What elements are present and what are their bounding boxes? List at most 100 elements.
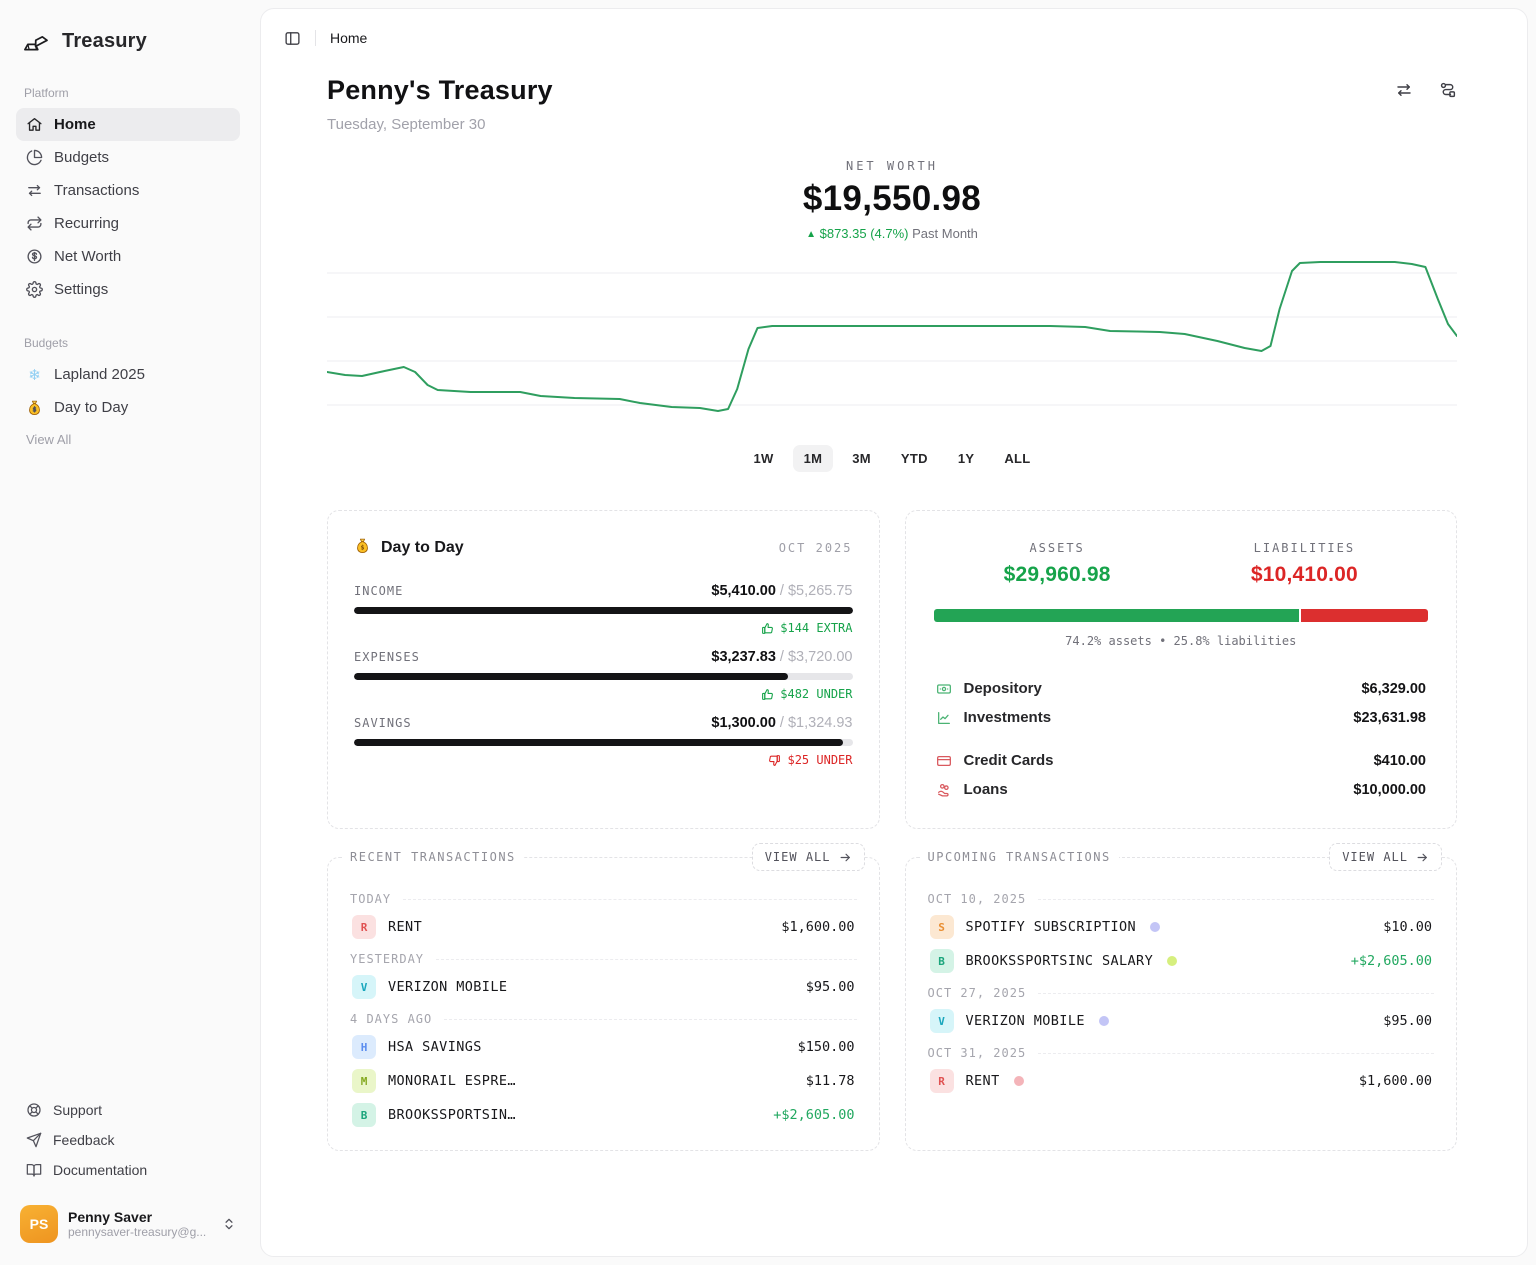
transaction-group-date: YESTERDAY: [350, 952, 425, 966]
sidebar-view-all-link[interactable]: View All: [26, 432, 72, 447]
budget-bar-fill: [354, 673, 788, 680]
budget-row-income: INCOME $5,410.00 / $5,265.75 $144 EXTRA: [354, 583, 853, 635]
money-bag-icon: $: [354, 537, 371, 559]
range-1m[interactable]: 1M: [792, 445, 834, 472]
route-button[interactable]: [1439, 81, 1457, 104]
budget-row-expenses: EXPENSES $3,237.83 / $3,720.00 $482 UNDE…: [354, 649, 853, 701]
net-worth-value: $19,550.98: [802, 179, 982, 218]
sidebar-budget-day-to-day[interactable]: $ Day to Day: [16, 391, 240, 424]
sidebar-item-home[interactable]: Home: [16, 108, 240, 141]
upcoming-row-verizon[interactable]: V VERIZON MOBILE $95.00: [928, 1004, 1435, 1038]
transaction-name: VERIZON MOBILE: [388, 979, 508, 995]
transaction-row-monorail[interactable]: M MONORAIL ESPRE… $11.78: [350, 1064, 857, 1098]
transaction-row-rent[interactable]: R RENT $1,600.00: [350, 910, 857, 944]
balance-row-name: Loans: [963, 781, 1008, 798]
budget-row-label: INCOME: [354, 584, 404, 598]
triangle-up-icon: ▲: [806, 229, 816, 240]
balance-row-amount: $6,329.00: [1361, 680, 1426, 697]
range-1y[interactable]: 1Y: [957, 451, 975, 466]
upcoming-row-rent[interactable]: R RENT $1,600.00: [928, 1064, 1435, 1098]
title-row: Penny's Treasury Tuesday, September 30: [327, 75, 1457, 133]
change-amount: $873.35 (4.7%): [819, 226, 909, 241]
sidebar-item-label: Budgets: [54, 149, 110, 166]
transaction-row-brookssports[interactable]: B BROOKSSPORTSIN… +$2,605.00: [350, 1098, 857, 1132]
balance-row-loans[interactable]: Loans $10,000.00: [934, 775, 1429, 804]
user-email: pennysaver-treasury@g...: [68, 1225, 207, 1239]
balance-card[interactable]: ASSETS $29,960.98 LIABILITIES $10,410.00…: [904, 510, 1457, 829]
breadcrumb[interactable]: Home: [330, 30, 368, 46]
app-logo[interactable]: Treasury: [16, 20, 240, 56]
footer-item-label: Support: [53, 1102, 103, 1118]
range-ytd[interactable]: YTD: [900, 451, 928, 466]
transaction-group-date: TODAY: [350, 892, 392, 906]
group-divider: [403, 898, 857, 900]
budget-row-savings: SAVINGS $1,300.00 / $1,324.93 $25 UNDER: [354, 715, 853, 767]
sidebar-spacer: [16, 455, 240, 1095]
transaction-name: BROOKSSPORTSINC SALARY: [965, 953, 1154, 969]
merchant-avatar: R: [929, 1069, 954, 1093]
sidebar-item-label: Net Worth: [54, 248, 122, 265]
sidebar-item-transactions[interactable]: Transactions: [16, 174, 240, 207]
upcoming-row-salary[interactable]: B BROOKSSPORTSINC SALARY +$2,605.00: [928, 944, 1435, 978]
upcoming-transactions-title: UPCOMING TRANSACTIONS: [919, 850, 1119, 864]
sidebar-budget-lapland[interactable]: ❄ Lapland 2025: [16, 358, 240, 391]
content: Penny's Treasury Tuesday, September 30 N…: [261, 51, 1527, 1151]
budget-status: $482 UNDER: [354, 687, 853, 701]
range-3m[interactable]: 3M: [852, 451, 871, 466]
transfer-button[interactable]: [1395, 81, 1413, 104]
group-divider: [1038, 1052, 1434, 1054]
route-icon: [1440, 82, 1456, 98]
balance-row-credit-cards[interactable]: Credit Cards $410.00: [934, 746, 1429, 775]
sidebar-toggle-button[interactable]: [279, 25, 305, 51]
home-icon: [27, 118, 42, 131]
group-divider: [1038, 898, 1434, 900]
view-all-label: VIEW ALL: [764, 850, 831, 864]
repeat-icon: [27, 216, 42, 231]
page-date: Tuesday, September 30: [327, 116, 486, 133]
sidebar-item-documentation[interactable]: Documentation: [16, 1155, 240, 1185]
recent-view-all-button[interactable]: VIEW ALL: [751, 843, 865, 871]
range-all[interactable]: ALL: [1004, 451, 1031, 466]
sidebar-item-label: Home: [54, 116, 96, 133]
user-meta: Penny Saver pennysaver-treasury@g...: [68, 1209, 212, 1239]
transaction-group-date: OCT 27, 2025: [927, 986, 1027, 1000]
transaction-row-hsa[interactable]: H HSA SAVINGS $150.00: [350, 1030, 857, 1064]
app-title: Treasury: [62, 29, 147, 52]
transaction-group-header: 4 DAYS AGO: [350, 1012, 857, 1026]
sidebar-item-budgets[interactable]: Budgets: [16, 141, 240, 174]
budget-bar-track: [354, 673, 853, 680]
transaction-row-verizon[interactable]: V VERIZON MOBILE $95.00: [350, 970, 857, 1004]
sidebar-item-feedback[interactable]: Feedback: [16, 1125, 240, 1155]
assets-label: ASSETS: [1029, 541, 1085, 555]
transaction-name: SPOTIFY SUBSCRIPTION: [965, 919, 1137, 935]
day-to-day-card[interactable]: $ Day to Day OCT 2025 INCOME $5,410.00 /…: [327, 510, 880, 829]
assets-value: $29,960.98: [1003, 563, 1111, 586]
upcoming-view-all-button[interactable]: VIEW ALL: [1329, 843, 1442, 871]
net-worth-chart[interactable]: [327, 257, 1457, 427]
range-1w[interactable]: 1W: [753, 451, 774, 466]
net-worth-summary: NET WORTH $19,550.98 ▲ $873.35 (4.7%) Pa…: [327, 159, 1457, 241]
balance-row-amount: $410.00: [1373, 752, 1426, 769]
merchant-avatar: B: [352, 1103, 376, 1127]
sidebar-item-net-worth[interactable]: Net Worth: [16, 240, 240, 273]
balance-row-amount: $10,000.00: [1353, 781, 1426, 798]
category-dot: [1013, 1076, 1024, 1086]
transaction-group-header: YESTERDAY: [350, 952, 857, 966]
main-panel: Home Penny's Treasury Tuesday, September…: [260, 8, 1528, 1257]
sidebar-item-settings[interactable]: Settings: [16, 273, 240, 306]
sidebar-item-label: Transactions: [54, 182, 140, 199]
arrow-right-icon: [840, 853, 850, 861]
sidebar-item-support[interactable]: Support: [16, 1095, 240, 1125]
budget-label: Lapland 2025: [54, 366, 145, 383]
group-divider: [436, 958, 857, 960]
user-menu[interactable]: PS Penny Saver pennysaver-treasury@g...: [16, 1199, 240, 1249]
balance-list: Depository $6,329.00 Investments $23,631…: [934, 674, 1429, 804]
assets-liabilities-bar: [933, 609, 1428, 622]
thumbs-down-icon: [769, 754, 781, 766]
balance-row-investments[interactable]: Investments $23,631.98: [934, 703, 1429, 732]
budget-target: $5,265.75: [787, 583, 853, 599]
sidebar-item-recurring[interactable]: Recurring: [16, 207, 240, 240]
upcoming-row-spotify[interactable]: S SPOTIFY SUBSCRIPTION $10.00: [928, 910, 1435, 944]
hand-coins-icon: [937, 783, 949, 796]
balance-row-depository[interactable]: Depository $6,329.00: [934, 674, 1429, 703]
